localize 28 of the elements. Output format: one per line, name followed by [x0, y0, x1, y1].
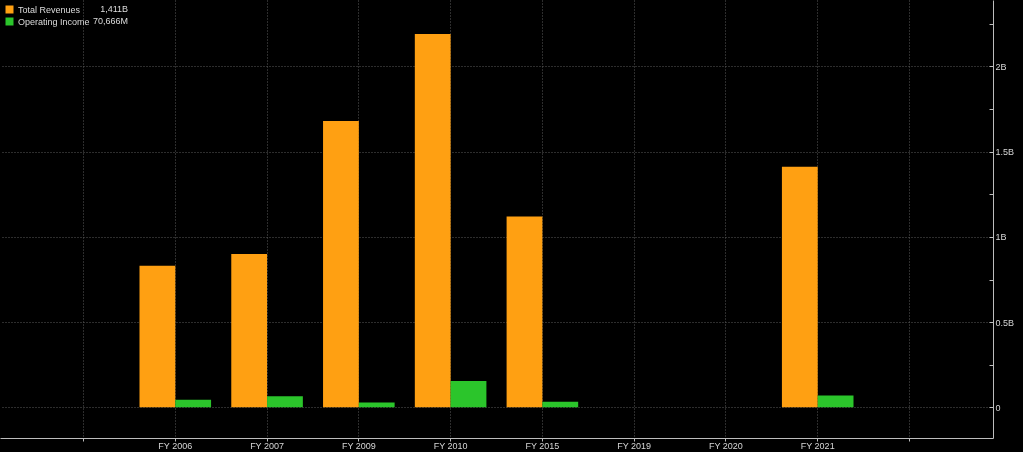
legend-label: Total Revenues — [18, 4, 81, 15]
y-tick-label: 0.5B — [995, 317, 1015, 328]
bar — [817, 395, 854, 408]
bar — [267, 396, 303, 408]
x-tick-label: FY 2021 — [800, 440, 835, 451]
bar — [414, 34, 451, 408]
bar — [506, 216, 543, 408]
bar — [323, 121, 359, 408]
y-tick-label: 0 — [995, 402, 1001, 413]
bar — [781, 166, 818, 408]
y-tick-label: 2B — [995, 61, 1007, 72]
x-tick-label: FY 2010 — [433, 440, 468, 451]
annotation: 1,411B — [100, 4, 128, 14]
bar — [139, 265, 176, 408]
bar — [175, 399, 212, 408]
x-tick-label: FY 2015 — [525, 440, 560, 451]
x-tick-label: FY 2007 — [250, 440, 284, 451]
bar — [542, 401, 579, 408]
x-tick-label: FY 2006 — [158, 440, 193, 451]
x-tick-label: FY 2019 — [617, 440, 652, 451]
legend-label: Operating Income — [18, 16, 90, 27]
x-tick-label: FY 2009 — [341, 440, 376, 451]
bar — [231, 253, 268, 408]
y-tick-label: 1B — [995, 232, 1007, 243]
x-tick-label: FY 2020 — [709, 440, 743, 451]
annotation: 70,666M — [92, 16, 128, 26]
y-tick-label: 1.5B — [995, 147, 1015, 158]
bar — [450, 380, 487, 408]
